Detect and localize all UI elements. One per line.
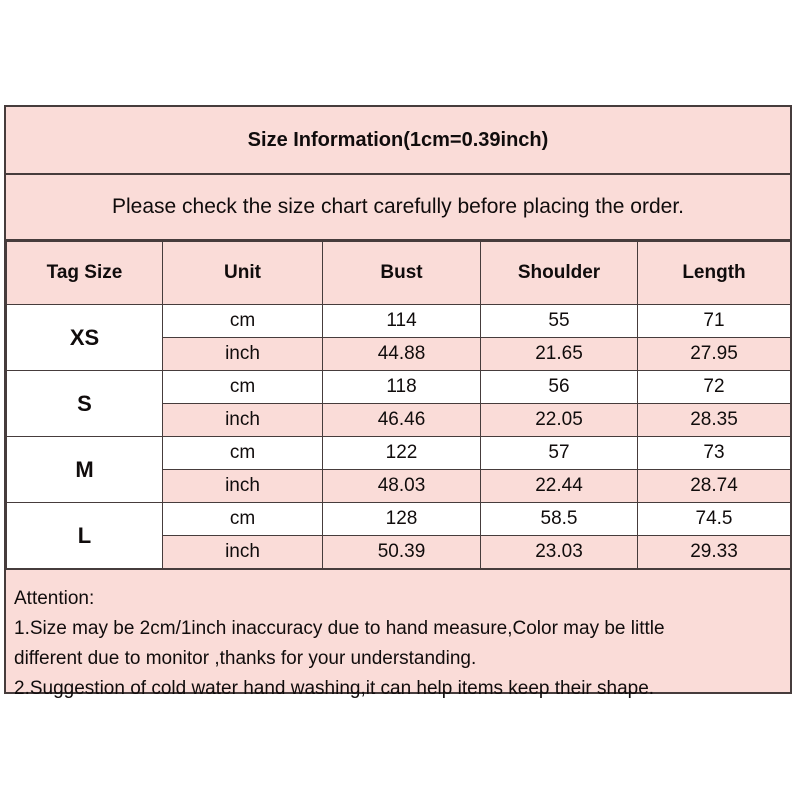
column-header-tag-size: Tag Size <box>6 241 163 305</box>
table-row: L cm 128 58.5 74.5 <box>6 502 791 569</box>
unit-cell: cm <box>162 370 323 404</box>
bust-cell: 122 <box>322 436 481 470</box>
length-cell: 28.74 <box>637 469 791 503</box>
shoulder-cell: 58.5 <box>480 502 638 536</box>
unit-cell: cm <box>162 304 323 338</box>
unit-cell: inch <box>162 403 323 437</box>
length-cell: 73 <box>637 436 791 470</box>
table-row: inch 50.39 23.03 29.33 <box>7 535 791 569</box>
unit-cell: cm <box>162 502 323 536</box>
unit-cell: inch <box>162 469 323 503</box>
shoulder-cell: 23.03 <box>480 535 638 569</box>
tag-size-cell-m: M <box>6 436 163 503</box>
bust-cell: 50.39 <box>322 535 481 569</box>
page-title: Size Information(1cm=0.39inch) <box>247 128 549 151</box>
unit-cell: cm <box>162 436 323 470</box>
tag-size-cell-xs: XS <box>6 304 163 371</box>
table-row: XS cm 114 55 71 <box>6 304 791 371</box>
shoulder-cell: 22.05 <box>480 403 638 437</box>
shoulder-cell: 22.44 <box>480 469 638 503</box>
table-header-row: Tag Size Unit Bust Shoulder Length <box>6 241 791 305</box>
length-cell: 72 <box>637 370 791 404</box>
subtitle-text: Please check the size chart carefully be… <box>112 195 684 218</box>
column-header-shoulder: Shoulder <box>480 241 638 305</box>
attention-line-3: 2.Suggestion of cold water hand washing,… <box>14 678 655 699</box>
table-body: XS cm 114 55 71 inch 44.88 21.65 27.95 S… <box>6 304 791 569</box>
bust-cell: 44.88 <box>322 337 481 371</box>
bust-cell: 114 <box>322 304 481 338</box>
column-header-unit: Unit <box>162 241 323 305</box>
attention-line-2: different due to monitor ,thanks for you… <box>14 648 477 669</box>
table-header: Tag Size Unit Bust Shoulder Length <box>6 241 791 305</box>
attention-section: Attention: 1.Size may be 2cm/1inch inacc… <box>6 569 790 704</box>
unit-cell: inch <box>162 535 323 569</box>
size-chart-table: Tag Size Unit Bust Shoulder Length XS cm… <box>6 241 791 569</box>
size-information-panel: Size Information(1cm=0.39inch) Please ch… <box>4 105 792 699</box>
attention-line-1: 1.Size may be 2cm/1inch inaccuracy due t… <box>14 618 665 639</box>
bust-cell: 118 <box>322 370 481 404</box>
bust-cell: 128 <box>322 502 481 536</box>
length-cell: 74.5 <box>637 502 791 536</box>
column-header-length: Length <box>637 241 791 305</box>
shoulder-cell: 55 <box>480 304 638 338</box>
tag-size-cell-s: S <box>6 370 163 437</box>
shoulder-cell: 57 <box>480 436 638 470</box>
shoulder-cell: 56 <box>480 370 638 404</box>
panel-subtitle-band: Please check the size chart carefully be… <box>6 175 790 241</box>
column-header-bust: Bust <box>322 241 481 305</box>
unit-cell: inch <box>162 337 323 371</box>
shoulder-cell: 21.65 <box>480 337 638 371</box>
table-row: S cm 118 56 72 <box>6 370 791 437</box>
bust-cell: 48.03 <box>322 469 481 503</box>
table-row: inch 44.88 21.65 27.95 <box>7 337 791 371</box>
table-row: inch 46.46 22.05 28.35 <box>7 403 791 437</box>
table-row: M cm 122 57 73 <box>6 436 791 503</box>
length-cell: 28.35 <box>637 403 791 437</box>
attention-heading: Attention: <box>14 588 95 609</box>
tag-size-cell-l: L <box>6 502 163 569</box>
length-cell: 71 <box>637 304 791 338</box>
length-cell: 29.33 <box>637 535 791 569</box>
length-cell: 27.95 <box>637 337 791 371</box>
bust-cell: 46.46 <box>322 403 481 437</box>
table-row: inch 48.03 22.44 28.74 <box>7 469 791 503</box>
panel-title-band: Size Information(1cm=0.39inch) <box>6 107 790 175</box>
